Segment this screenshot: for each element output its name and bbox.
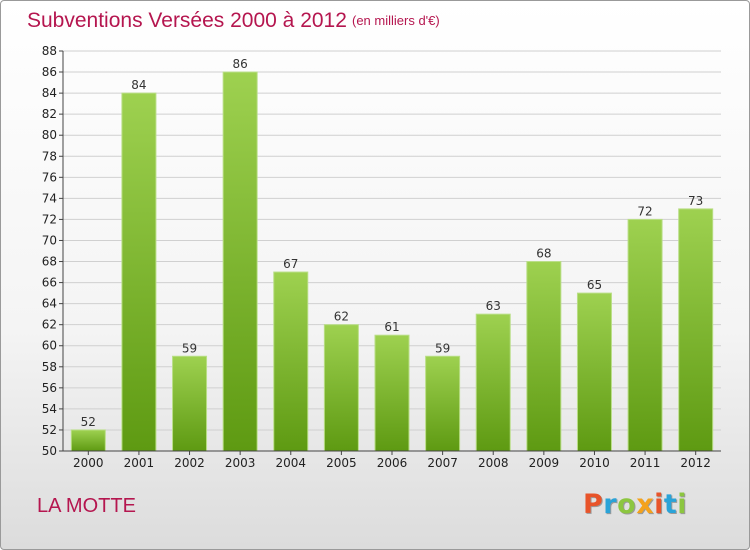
x-tick-label-2009: 2009 [529,456,560,470]
bar-2001 [121,92,157,452]
bar-2008 [475,313,511,452]
data-label-2004: 67 [283,257,298,271]
data-label-2003: 86 [233,57,248,71]
chart-subtitle: (en milliers d'€) [352,13,440,28]
logo-letter: t [663,489,678,520]
y-tick-label: 84 [42,86,57,100]
y-tick-label: 86 [42,65,57,79]
x-tick-label-2004: 2004 [275,456,306,470]
labels: 50 52 54 56 58 60 62 64 66 68 70 72 74 76 78 80 82 84 86 88… [42,44,711,470]
y-tick-label: 72 [42,212,57,226]
y-tick-label: 70 [42,233,57,247]
commune-name: LA MOTTE [37,495,136,517]
y-tick-label: 88 [42,44,57,58]
y-tick-label: 58 [42,360,57,374]
x-tick-label-2012: 2012 [680,456,711,470]
bar-2004 [273,271,309,452]
bar-2003 [222,71,258,452]
x-tick-label-2006: 2006 [377,456,408,470]
logo-letter: x [636,489,655,520]
x-tick-label-2010: 2010 [579,456,610,470]
logo-letter: i [677,489,688,520]
bar-2011 [627,218,663,452]
data-label-2006: 61 [384,320,399,334]
bar-2006 [374,334,410,452]
data-label-2008: 63 [486,299,501,313]
y-tick-label: 68 [42,255,57,269]
y-tick-label: 82 [42,107,57,121]
y-tick-label: 60 [42,339,57,353]
data-label-2005: 62 [334,310,349,324]
x-tick-label-2001: 2001 [124,456,155,470]
data-label-2009: 68 [536,247,551,261]
data-label-2011: 72 [637,204,652,218]
x-tick-label-2002: 2002 [174,456,205,470]
y-tick-label: 74 [42,191,57,205]
y-tick-label: 64 [42,297,57,311]
bar-2012 [678,208,714,452]
x-tick-label-2008: 2008 [478,456,509,470]
y-tick-label: 56 [42,381,57,395]
y-tick-label: 78 [42,149,57,163]
bar-2010 [576,292,612,452]
data-label-2010: 65 [587,278,602,292]
bar-2009 [526,261,562,452]
logo-letter: r [603,489,618,520]
bars [70,71,714,452]
data-label-2002: 59 [182,341,197,355]
y-tick-label: 54 [42,402,57,416]
data-label-2001: 84 [131,78,146,92]
y-tick-label: 80 [42,128,57,142]
logo-letter: i [654,489,664,520]
y-tick-label: 50 [42,444,57,458]
bar-2000 [70,429,106,452]
x-tick-label-2011: 2011 [630,456,661,470]
proxiti-logo: Proxiti [583,489,687,520]
chart-title: Subventions Versées 2000 à 2012 [27,9,347,32]
x-tick-label-2003: 2003 [225,456,256,470]
y-tick-label: 62 [42,318,57,332]
bar-2007 [425,355,461,452]
y-tick-label: 66 [42,276,57,290]
data-label-2012: 73 [688,194,703,208]
data-label-2007: 59 [435,341,450,355]
bar-2005 [323,324,359,452]
y-tick-label: 76 [42,170,57,184]
y-tick-label: 52 [42,423,57,437]
x-tick-label-2005: 2005 [326,456,357,470]
axes [59,50,721,455]
x-tick-label-2000: 2000 [73,456,104,470]
logo-letter: o [617,489,637,520]
bar-2002 [172,355,208,452]
data-label-2000: 52 [81,415,96,429]
x-tick-label-2007: 2007 [427,456,458,470]
logo-letter: P [583,489,604,520]
